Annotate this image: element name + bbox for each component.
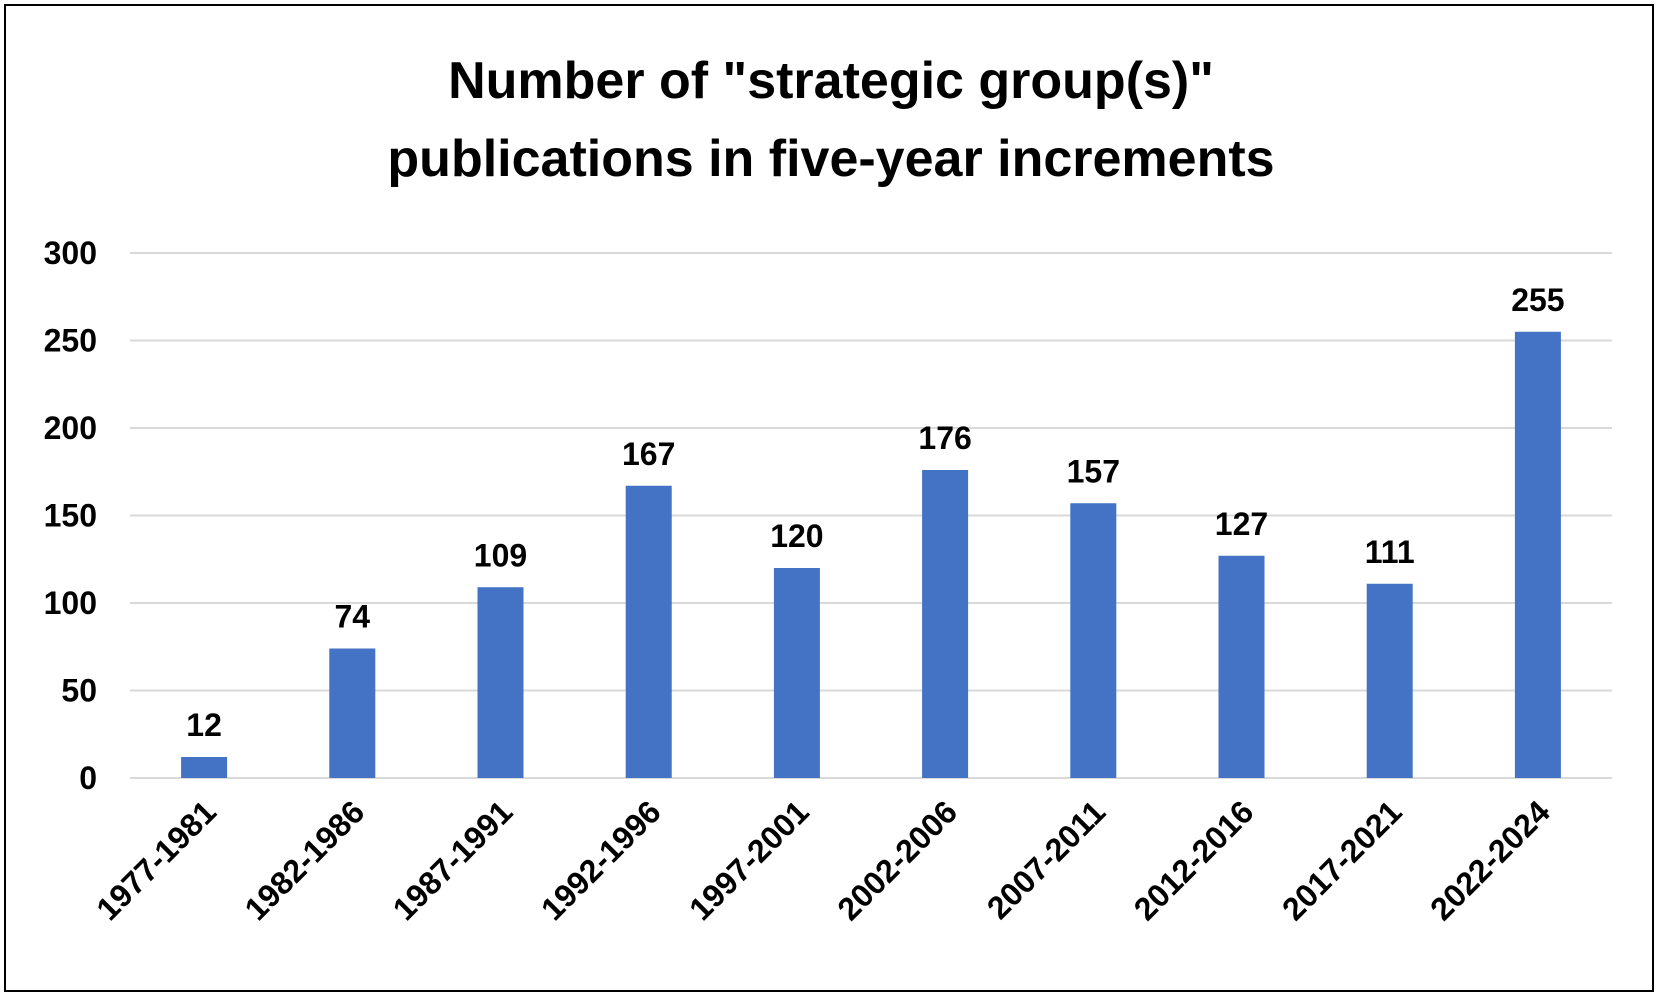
bar-2002-2006 [922,470,969,778]
bar-1977-1981 [181,757,228,778]
x-category-label: 1997-2001 [682,793,816,927]
bar-1997-2001 [773,568,820,778]
x-category-label: 2012-2016 [1127,793,1261,927]
y-tick-label: 0 [79,760,97,796]
x-category-label: 1977-1981 [89,793,223,927]
gridlines [130,252,1612,779]
bar-2017-2021 [1366,583,1413,778]
x-category-label: 2017-2021 [1275,793,1409,927]
data-label: 74 [335,599,371,635]
chart-title: Number of "strategic group(s)" publicati… [387,52,1274,188]
y-tick-label: 50 [61,673,97,709]
chart-title-line-1: Number of "strategic group(s)" [448,52,1214,110]
y-axis-tick-labels: 0 50 100 150 200 250 300 [44,235,97,796]
bar-1992-1996 [625,485,672,778]
bar-2007-2011 [1070,503,1117,778]
data-label: 109 [474,537,527,573]
data-label: 176 [918,420,971,456]
bar-1982-1986 [329,648,376,778]
data-labels: 12 74 109 167 120 176 157 127 111 255 [186,282,1564,743]
data-label: 120 [770,518,823,554]
x-category-label: 2022-2024 [1423,793,1557,927]
bar-1987-1991 [477,587,524,778]
bar-2022-2024 [1514,331,1561,778]
data-label: 111 [1365,534,1415,570]
chart-title-line-2: publications in five-year increments [387,130,1274,188]
data-label: 157 [1067,453,1120,489]
x-category-label: 1987-1991 [386,793,520,927]
data-label: 12 [186,707,222,743]
y-tick-label: 200 [44,410,97,446]
bars [181,331,1561,778]
x-category-label: 2007-2011 [980,793,1112,925]
x-axis-category-labels: 1977-1981 1982-1986 1987-1991 1992-1996 1997… [89,793,1557,927]
bar-2012-2016 [1218,555,1265,778]
y-tick-label: 250 [44,323,97,359]
x-category-label: 1992-1996 [534,793,668,927]
data-label: 255 [1511,282,1564,318]
data-label: 127 [1215,506,1268,542]
x-category-label: 1982-1986 [238,793,372,927]
chart-frame [4,4,1654,992]
x-category-label: 2002-2006 [830,793,964,927]
y-tick-label: 150 [44,498,97,534]
data-label: 167 [622,436,675,472]
y-tick-label: 300 [44,235,97,271]
y-tick-label: 100 [44,585,97,621]
